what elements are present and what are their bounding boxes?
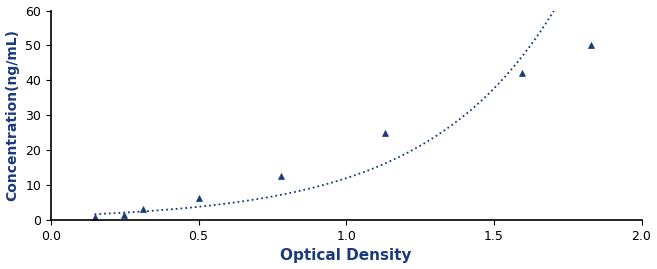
X-axis label: Optical Density: Optical Density (281, 249, 412, 263)
Y-axis label: Concentration(ng/mL): Concentration(ng/mL) (5, 29, 20, 201)
